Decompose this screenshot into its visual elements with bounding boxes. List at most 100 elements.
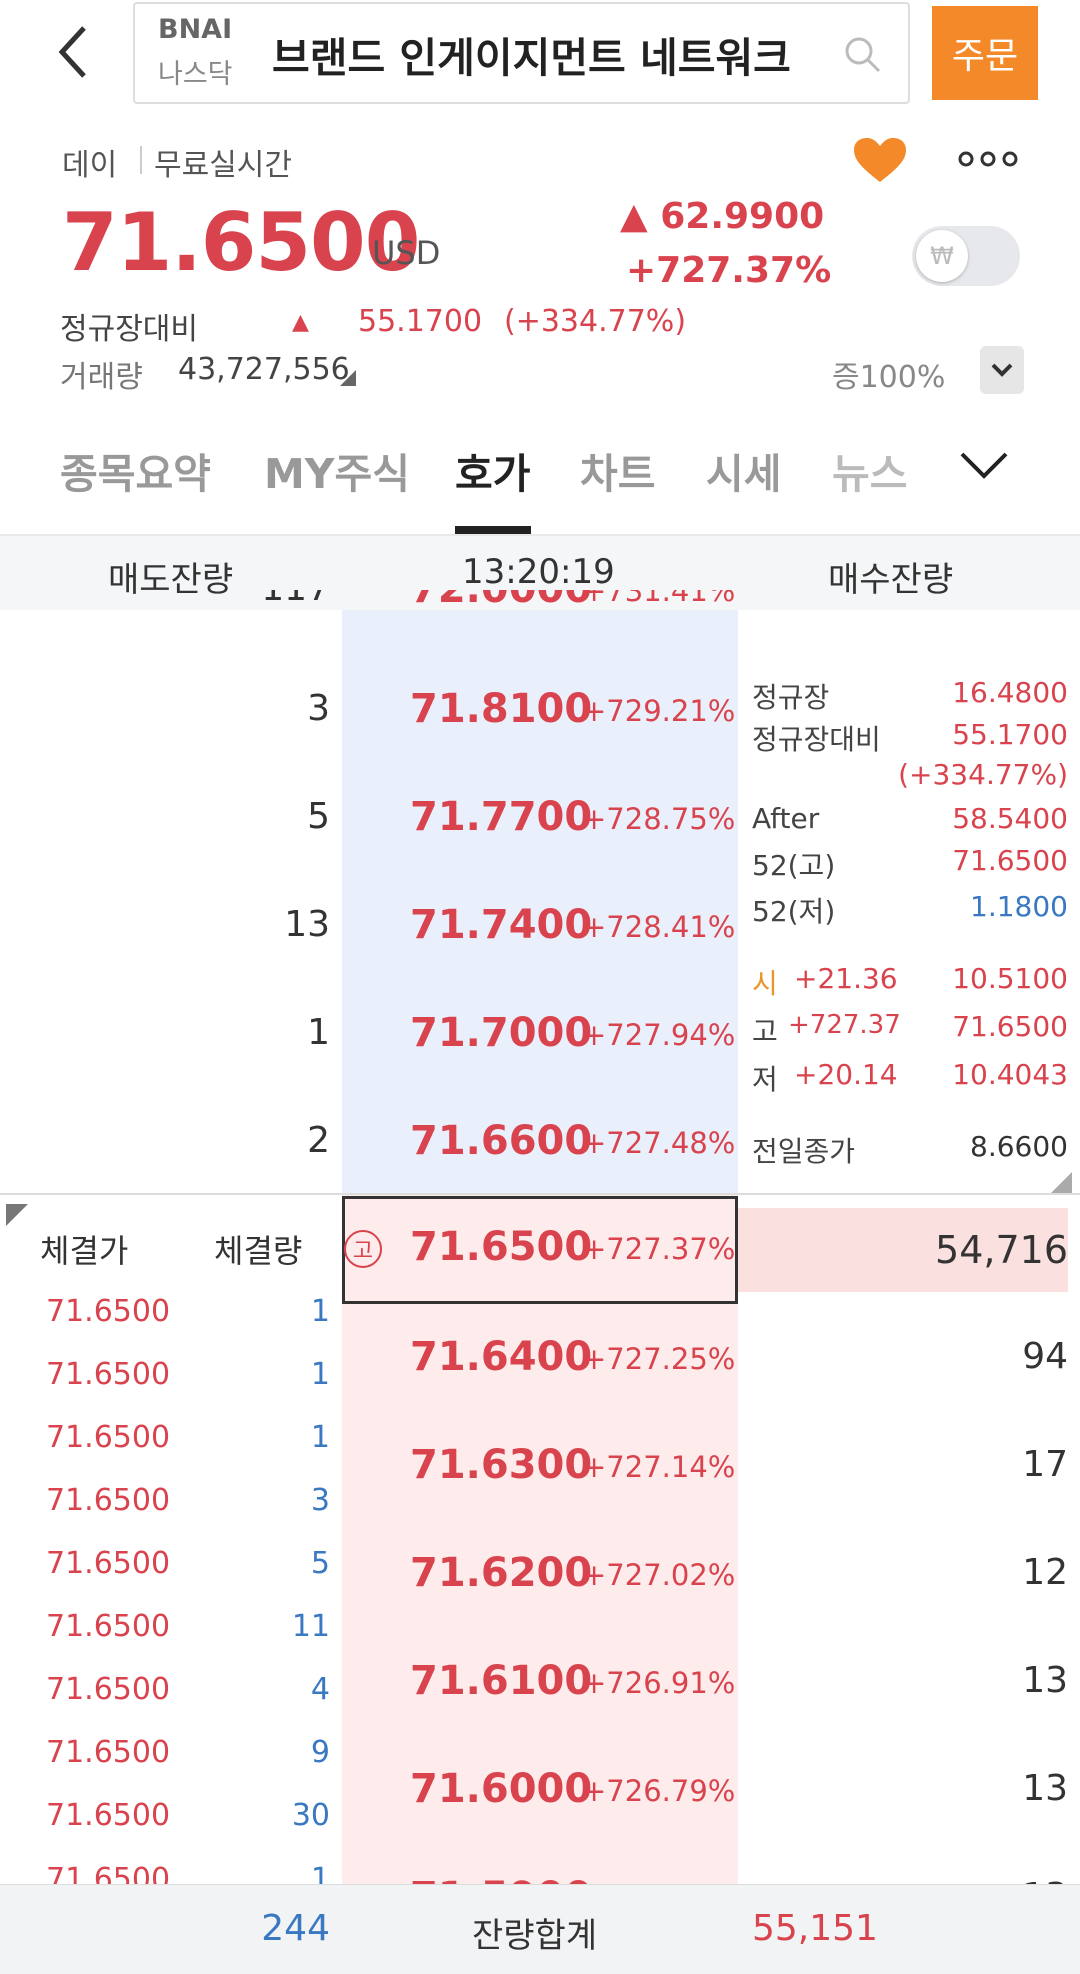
trade-price: 71.6500: [46, 1609, 171, 1644]
more-icon[interactable]: [956, 146, 1020, 172]
ask-price: 71.6600: [410, 1118, 593, 1164]
ask-row[interactable]: 3 71.8100 +729.21%: [0, 680, 740, 742]
info-after-value: 58.5400: [952, 802, 1068, 835]
won-toggle[interactable]: ₩: [912, 226, 1020, 286]
divider: [0, 1193, 1080, 1195]
current-qty-bar: [738, 1208, 1068, 1292]
sell-total: 244: [261, 1908, 330, 1949]
tab-summary[interactable]: 종목요약: [60, 450, 211, 498]
ask-price: 72.0000: [410, 590, 592, 610]
bid-row[interactable]: 71.6400 +727.25% 94: [342, 1328, 1072, 1390]
tab-quotes[interactable]: 시세: [706, 450, 782, 498]
buy-total: 55,151: [752, 1908, 878, 1949]
totals-bar: [0, 1884, 1080, 1974]
info-open-pct: +21.36: [794, 962, 898, 995]
trade-price: 71.6500: [46, 1483, 171, 1518]
ask-price: 71.8100: [410, 686, 593, 732]
ask-pct: +729.21%: [582, 694, 736, 728]
tab-orderbook[interactable]: 호가: [455, 450, 531, 498]
ask-row[interactable]: 13 71.7400 +728.41%: [0, 896, 740, 958]
bid-row[interactable]: 71.6300 +727.14% 17: [342, 1436, 1072, 1498]
ask-qty: 5: [307, 796, 330, 837]
price-change-pct: +727.37%: [626, 250, 832, 291]
volume-value: 43,727,556: [178, 352, 350, 387]
current-level-pct: +727.37%: [582, 1232, 736, 1266]
info-52low-value: 1.1800: [970, 890, 1068, 923]
bid-row[interactable]: 71.6100 +726.91% 13: [342, 1652, 1072, 1714]
bid-qty: 12: [1022, 1552, 1068, 1593]
trade-price: 71.6500: [46, 1672, 171, 1707]
ask-price: 71.7700: [410, 794, 593, 840]
trade-price-header: 체결가: [40, 1232, 129, 1270]
info-low-value: 10.4043: [952, 1058, 1068, 1091]
trade-qty: 1: [310, 1420, 330, 1455]
search-box[interactable]: [133, 2, 910, 104]
panel-corner-icon[interactable]: [1050, 1172, 1072, 1194]
info-high-value: 71.6500: [952, 1010, 1068, 1043]
trade-qty-header: 체결량: [214, 1232, 303, 1270]
order-button[interactable]: 주문: [932, 6, 1038, 100]
tab-chart[interactable]: 차트: [580, 450, 656, 498]
current-price: 71.6500: [62, 196, 420, 289]
trade-qty: 5: [310, 1546, 330, 1581]
current-level-price: 71.6500: [410, 1224, 593, 1270]
trade-qty: 9: [310, 1735, 330, 1770]
info-low-pct: +20.14: [794, 1058, 898, 1091]
info-prev-close-label: 전일종가: [752, 1135, 856, 1168]
bid-row[interactable]: 71.6200 +727.02% 12: [342, 1544, 1072, 1606]
trade-qty: 30: [291, 1798, 330, 1833]
ask-row-clipped[interactable]: 117 72.0000 +731.41%: [0, 590, 1080, 610]
info-prev-close-value: 8.6600: [970, 1130, 1068, 1163]
ask-row[interactable]: 1 71.7000 +727.94%: [0, 1004, 740, 1066]
won-icon: ₩: [916, 230, 968, 282]
bid-pct: +726.91%: [582, 1666, 736, 1700]
divider: [0, 534, 1080, 536]
bid-qty: 17: [1022, 1444, 1068, 1485]
info-open-value: 10.5100: [952, 962, 1068, 995]
ask-qty: 1: [307, 1012, 330, 1053]
tab-news[interactable]: 뉴스: [832, 450, 908, 498]
trades-corner-icon[interactable]: [6, 1204, 28, 1226]
regular-compare-pct: (+334.77%): [504, 304, 687, 339]
currency-label: USD: [372, 234, 441, 272]
trade-qty: 11: [291, 1609, 330, 1644]
divider: [140, 146, 142, 174]
bid-row-clipped[interactable]: 71.5900 13: [342, 1868, 1072, 1884]
back-arrow-icon[interactable]: [50, 22, 100, 82]
sell-remaining-label: 매도잔량: [108, 560, 234, 600]
current-price-box[interactable]: [342, 1196, 738, 1304]
up-triangle-icon: ▲: [292, 310, 309, 335]
trade-qty: 1: [310, 1862, 330, 1884]
ask-pct: +731.41%: [582, 590, 736, 608]
bid-qty: 94: [1022, 1336, 1068, 1377]
active-tab-indicator: [455, 526, 531, 534]
session-label: 데이: [62, 148, 118, 183]
regular-compare-label: 정규장대비: [60, 312, 198, 347]
info-regular-label: 정규장: [752, 681, 830, 714]
trade-price: 71.6500: [46, 1798, 171, 1833]
info-52high-label: 52(고): [752, 849, 836, 882]
trade-price: 71.6500: [46, 1357, 171, 1392]
tab-my-stock[interactable]: MY주식: [264, 450, 410, 498]
regular-compare-value: 55.1700: [358, 304, 483, 339]
info-regular-cmp-label: 정규장대비: [752, 723, 881, 756]
ask-row[interactable]: 5 71.7700 +728.75%: [0, 788, 740, 850]
heart-icon[interactable]: [852, 136, 908, 186]
bid-qty: 13: [828, 1876, 1068, 1884]
bid-price: 71.6300: [410, 1442, 593, 1488]
info-high-pct: +727.37: [788, 1010, 901, 1040]
expand-button[interactable]: [980, 346, 1024, 394]
bid-pct: +727.02%: [582, 1558, 736, 1592]
trade-price: 71.6500: [46, 1862, 171, 1884]
trade-price: 71.6500: [46, 1294, 171, 1329]
search-icon[interactable]: [842, 34, 882, 74]
trade-price: 71.6500: [46, 1735, 171, 1770]
bid-price: 71.5900: [410, 1874, 592, 1884]
trade-qty: 3: [310, 1483, 330, 1518]
bid-row[interactable]: 71.6000 +726.79% 13: [342, 1760, 1072, 1822]
corner-triangle-icon[interactable]: [340, 370, 356, 386]
info-52low-label: 52(저): [752, 895, 836, 928]
stock-name[interactable]: 브랜드 인게이지먼트 네트워크: [272, 34, 791, 82]
chevron-down-icon[interactable]: [958, 448, 1010, 484]
ask-row[interactable]: 2 71.6600 +727.48%: [0, 1112, 740, 1174]
